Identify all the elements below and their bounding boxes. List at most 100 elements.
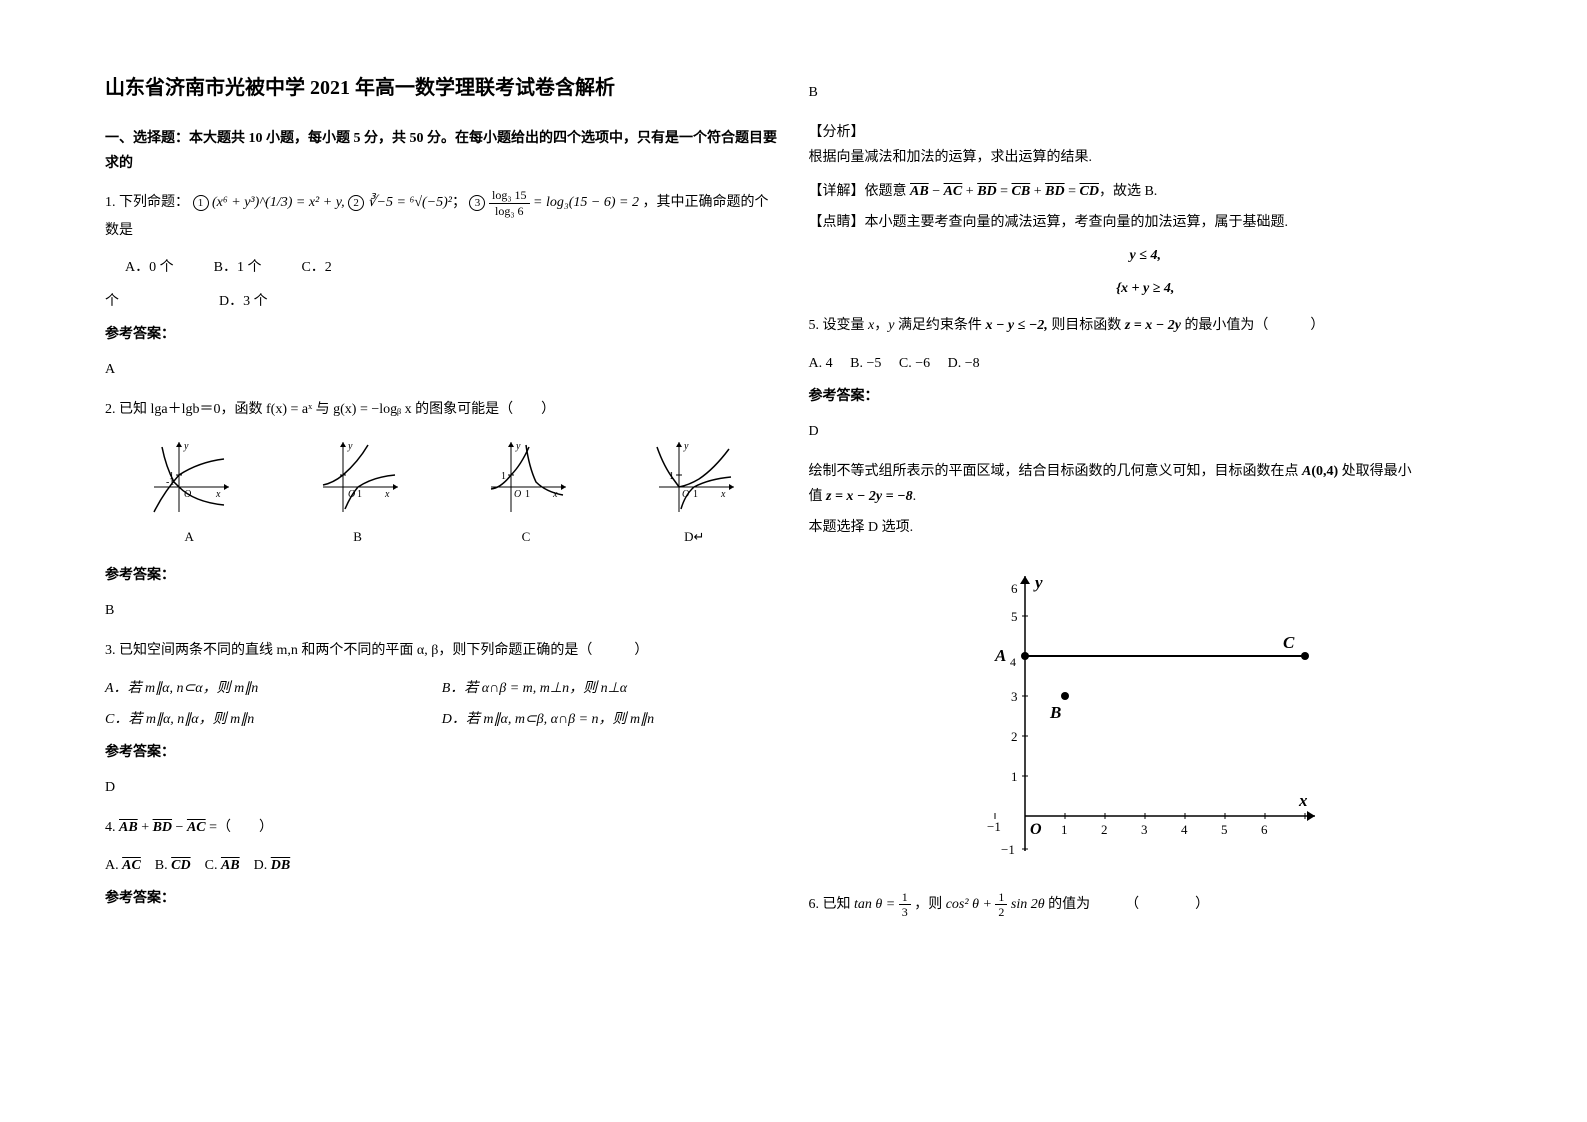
q1-options: A．0 个 B．1 个 C．2 — [105, 255, 779, 280]
q6-half-den: 2 — [995, 905, 1007, 919]
q4-analysis-t1: 根据向量减法和加法的运算，求出运算的结果. — [809, 145, 1483, 170]
svg-text:y: y — [515, 441, 521, 452]
circled-2: 2 — [348, 195, 364, 211]
q6-suffix: 的值为 （ ） — [1048, 897, 1209, 912]
q4-analysis-h2: 【详解】依题意 AB − AC + BD = CB + BD = CD，故选 B… — [809, 179, 1483, 204]
q5-expl3: 本题选择 D 选项. — [809, 515, 1483, 540]
circled-3: 3 — [469, 195, 485, 211]
question-2: 2. 已知 lga＋lgb＝0，函数 f(x) = aˣ 与 g(x) = −l… — [105, 397, 779, 422]
svg-text:4: 4 — [1010, 655, 1016, 669]
q2-ans: B — [105, 598, 779, 623]
q3-ans-label: 参考答案： — [105, 740, 779, 765]
q6-tan-den: 3 — [899, 905, 911, 919]
svg-text:A: A — [994, 646, 1006, 665]
q5-optA: A. 4 — [809, 356, 833, 371]
q3-optB: B．若 α∩β = m, m⊥n，则 n⊥α — [442, 676, 779, 701]
q1-expr1: (x⁶ + y³)^(1/3) = x² + y, — [212, 195, 345, 210]
svg-text:1: 1 — [1061, 822, 1068, 837]
q5-optC: C. −6 — [899, 356, 930, 371]
question-1: 1. 下列命题： 1 (x⁶ + y³)^(1/3) = x² + y, 2 ∛… — [105, 188, 779, 243]
q4-ans-label: 参考答案： — [105, 886, 779, 911]
svg-text:y: y — [183, 441, 189, 452]
svg-text:1: 1 — [669, 471, 674, 482]
q2-graph-A: -1 O x y 1 A — [144, 437, 234, 548]
svg-text:1: 1 — [693, 489, 698, 500]
svg-text:O: O — [348, 489, 355, 500]
q4-analysis-h3: 【点睛】本小题主要考查向量的减法运算，考查向量的加法运算，属于基础题. — [809, 210, 1483, 235]
q3-optC: C．若 m∥α, n∥α，则 m∥n — [105, 707, 442, 732]
q5-ineq1: y ≤ 4, — [809, 243, 1483, 268]
page-title: 山东省济南市光被中学 2021 年高一数学理联考试卷含解析 — [105, 70, 779, 106]
svg-text:5: 5 — [1221, 822, 1228, 837]
q6-half-frac: 1 2 — [995, 890, 1007, 920]
q1-ans: A — [105, 357, 779, 382]
question-4: 4. AB + BD − AC =（ ） — [105, 815, 779, 840]
q1-expr2: ∛−5 = ⁶√(−5)² — [368, 195, 452, 210]
svg-text:B: B — [1049, 703, 1061, 722]
q5-ans-label: 参考答案： — [809, 384, 1483, 409]
graph-A-svg: -1 O x y 1 — [144, 437, 234, 517]
q1-frac: log₃ 15 log₃ 6 — [489, 188, 530, 218]
svg-text:O: O — [682, 489, 689, 500]
q5-options: A. 4 B. −5 C. −6 D. −8 — [809, 351, 1483, 376]
svg-text:x: x — [720, 489, 726, 500]
svg-text:x: x — [1298, 791, 1308, 810]
q2-label-B: B — [313, 525, 403, 548]
question-5: 5. 设变量 x，y 满足约束条件 x − y ≤ −2, 则目标函数 z = … — [809, 313, 1483, 338]
graph-D-svg: O 1 x y 1 — [649, 437, 739, 517]
graph-B-svg: O 1 x y — [313, 437, 403, 517]
q6-sin: sin 2θ — [1011, 897, 1045, 912]
q3-optD: D．若 m∥α, m⊂β, α∩β = n，则 m∥n — [442, 707, 779, 732]
svg-text:y: y — [347, 441, 353, 452]
q5-ans: D — [809, 419, 1483, 444]
q3-optA: A．若 m∥α, n⊂α，则 m∥n — [105, 676, 442, 701]
q1-optA: A．0 个 — [125, 255, 174, 280]
svg-text:2: 2 — [1101, 822, 1108, 837]
svg-text:1: 1 — [501, 471, 506, 482]
svg-text:O: O — [1030, 821, 1042, 838]
q5-optD: D. −8 — [948, 356, 980, 371]
q6-cos: cos² θ + — [946, 897, 992, 912]
svg-text:4: 4 — [1181, 822, 1188, 837]
q2-graph-D: O 1 x y 1 D↵ — [649, 437, 739, 548]
q6-tan: tan θ = — [854, 897, 895, 912]
svg-text:5: 5 — [1011, 609, 1018, 624]
svg-text:6: 6 — [1011, 581, 1018, 596]
q1-optB: B．1 个 — [214, 255, 262, 280]
q2-stem: 2. 已知 lga＋lgb＝0，函数 f(x) = aˣ 与 g(x) = −l… — [105, 402, 555, 417]
svg-text:x: x — [552, 489, 558, 500]
svg-text:C: C — [1283, 633, 1295, 652]
svg-text:1: 1 — [357, 489, 362, 500]
q3-ans: D — [105, 775, 779, 800]
graph-C-svg: O 1 x y 1 — [481, 437, 571, 517]
q5-graph: −1 O 1 2 3 4 5 6 x 1 2 3 5 6 −1 — [809, 556, 1483, 875]
q2-graphs: -1 O x y 1 A O 1 x y — [105, 437, 779, 548]
svg-text:y: y — [683, 441, 689, 452]
svg-text:1: 1 — [169, 471, 174, 482]
q1-ans-label: 参考答案： — [105, 322, 779, 347]
q5-expl1: 绘制不等式组所表示的平面区域，结合目标函数的几何意义可知，目标函数在点 A(0,… — [809, 459, 1483, 484]
svg-text:O: O — [184, 489, 191, 500]
circled-1: 1 — [193, 195, 209, 211]
q6-half-num: 1 — [995, 890, 1007, 905]
q2-ans-label: 参考答案： — [105, 563, 779, 588]
svg-text:3: 3 — [1141, 822, 1148, 837]
svg-text:−1: −1 — [1001, 842, 1015, 857]
q2-label-C: C — [481, 525, 571, 548]
svg-text:−1: −1 — [987, 819, 1001, 834]
svg-text:x: x — [215, 489, 221, 500]
q1-optC: C．2 — [301, 255, 331, 280]
q2-graph-B: O 1 x y B — [313, 437, 403, 548]
q4-options: A. AC B. CD C. AB D. DB — [105, 853, 779, 878]
q6-mid: ，则 — [914, 897, 942, 912]
q5-graph-svg: −1 O 1 2 3 4 5 6 x 1 2 3 5 6 −1 — [955, 556, 1335, 866]
q4-ans: B — [809, 80, 1483, 105]
svg-text:x: x — [384, 489, 390, 500]
q2-label-D: D↵ — [649, 525, 739, 548]
q1-frac-num: log₃ 15 — [489, 188, 530, 203]
svg-text:O: O — [514, 489, 521, 500]
q6-tan-frac: 1 3 — [899, 890, 911, 920]
q1-prefix: 1. 下列命题： — [105, 195, 189, 210]
q1-optC2: 个 — [105, 289, 119, 314]
section-heading: 一、选择题：本大题共 10 小题，每小题 5 分，共 50 分。在每小题给出的四… — [105, 126, 779, 176]
